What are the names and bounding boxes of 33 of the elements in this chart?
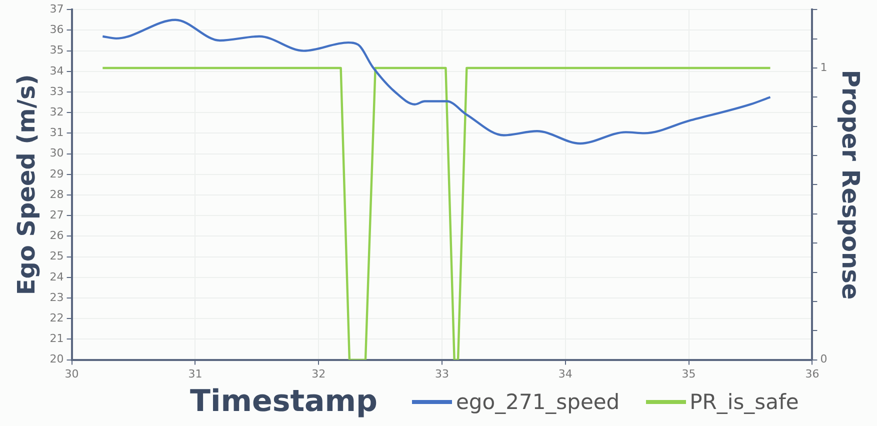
y-axis-title: Ego Speed (m/s) xyxy=(12,74,41,296)
y-tick-label: 36 xyxy=(50,23,64,36)
y-tick-label: 26 xyxy=(50,229,64,242)
y-tick-label: 34 xyxy=(50,64,64,78)
x-tick-label: 35 xyxy=(682,367,696,380)
y-tick-label: 25 xyxy=(50,250,64,263)
legend-label: PR_is_safe xyxy=(690,390,799,414)
y-tick-label: 33 xyxy=(50,84,64,98)
y-tick-label: 20 xyxy=(50,352,64,366)
y-tick-label: 21 xyxy=(50,332,64,346)
x-tick-label: 32 xyxy=(312,367,326,380)
y-tick-label: 27 xyxy=(50,208,64,222)
y-tick-label: 29 xyxy=(50,167,64,180)
y-tick-label: 24 xyxy=(50,270,64,284)
y-tick-label: 32 xyxy=(50,105,64,118)
y-tick-label: 28 xyxy=(50,188,64,201)
y-tick-label: 30 xyxy=(50,146,64,160)
x-tick-label: 30 xyxy=(64,367,79,380)
y2-axis-title: Proper Response xyxy=(836,70,864,300)
legend-label: ego_271_speed xyxy=(456,390,620,414)
x-tick-label: 33 xyxy=(435,367,449,380)
x-axis-title: Timestamp xyxy=(190,384,378,419)
line-series xyxy=(102,18,772,145)
x-tick-label: 34 xyxy=(558,367,572,380)
y-tick-label: 35 xyxy=(50,44,64,57)
y-tick-label: 23 xyxy=(50,290,64,304)
y2-tick-label: 0 xyxy=(820,352,828,366)
x-tick-label: 31 xyxy=(188,367,202,380)
y-tick-label: 37 xyxy=(50,2,64,16)
x-tick-label: 36 xyxy=(805,367,820,380)
y2-tick-label: 1 xyxy=(820,60,828,74)
y-tick-label: 31 xyxy=(50,126,64,140)
y-tick-label: 22 xyxy=(50,311,64,324)
